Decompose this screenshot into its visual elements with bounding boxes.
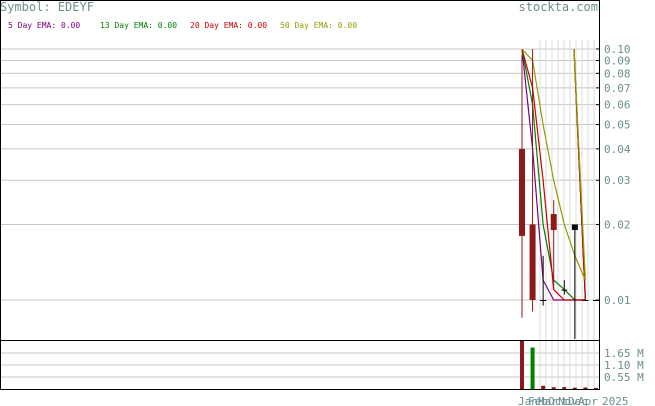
x-tick-label: 2025 (602, 395, 629, 406)
candle-body (519, 148, 525, 236)
watermark: stockta.com (519, 0, 598, 14)
price-tick-label: 0.01 (604, 294, 631, 307)
volume-bar (562, 387, 567, 389)
candle-body (561, 289, 568, 291)
volume-grid (0, 352, 600, 378)
candle-body (571, 224, 578, 231)
price-tick-label: 0.02 (604, 218, 631, 231)
volume-bar (530, 347, 535, 389)
price-tick-label: 0.06 (604, 99, 631, 112)
symbol-label: Symbol: EDEYF (0, 0, 94, 14)
price-grid (0, 48, 600, 301)
volume-tick-label: 0.55 M (604, 371, 644, 384)
volume-tick-label: 1.65 M (604, 347, 644, 360)
candle-body (550, 214, 557, 231)
price-tick-label: 0.10 (604, 43, 631, 56)
volume-bar (583, 387, 588, 389)
price-tick-label: 0.05 (604, 119, 631, 132)
legend-20-day-ema: 20 Day EMA: 0.00 (190, 21, 267, 30)
volume-axis-labels: 1.65 M1.10 M0.55 M (604, 347, 644, 384)
x-tick-label: Mar (538, 395, 558, 406)
candle-body (582, 300, 589, 301)
volume-tick-label: 1.10 M (604, 359, 644, 372)
volume-bar (572, 387, 577, 389)
volume-bar (520, 341, 524, 389)
price-tick-label: 0.04 (604, 143, 631, 156)
price-tick-label: 0.03 (604, 174, 631, 187)
volume-bar (594, 387, 598, 389)
legend-5-day-ema: 5 Day EMA: 0.00 (8, 21, 80, 30)
ema-line (521, 48, 586, 281)
price-axis-labels: 0.100.090.08 0.07 0.06 0.05 0.04 0.03 0.02 0.01 (596, 43, 631, 307)
volume-panel-frame (0, 340, 600, 390)
price-tick-label: 0.08 (604, 67, 631, 80)
candles (519, 49, 599, 339)
x-tick-label: Feb (528, 395, 548, 406)
x-tick-label: Dec (568, 395, 588, 406)
price-tick-label: 0.09 (604, 54, 631, 67)
volume-bars (520, 341, 598, 389)
legend-50-day-ema: 50 Day EMA: 0.00 (280, 21, 357, 30)
volume-bar (551, 387, 556, 389)
volume-bar (541, 385, 546, 389)
x-tick-label: Oct (548, 395, 568, 406)
candle-body (529, 224, 536, 300)
candle-body (540, 300, 547, 301)
legend-13-day-ema: 13 Day EMA: 0.00 (100, 21, 177, 30)
x-tick-label: Jan (518, 395, 538, 406)
price-tick-label: 0.07 (604, 82, 631, 95)
x-tick-label: Apr (578, 395, 598, 406)
x-tick-label: Nov (558, 395, 578, 406)
